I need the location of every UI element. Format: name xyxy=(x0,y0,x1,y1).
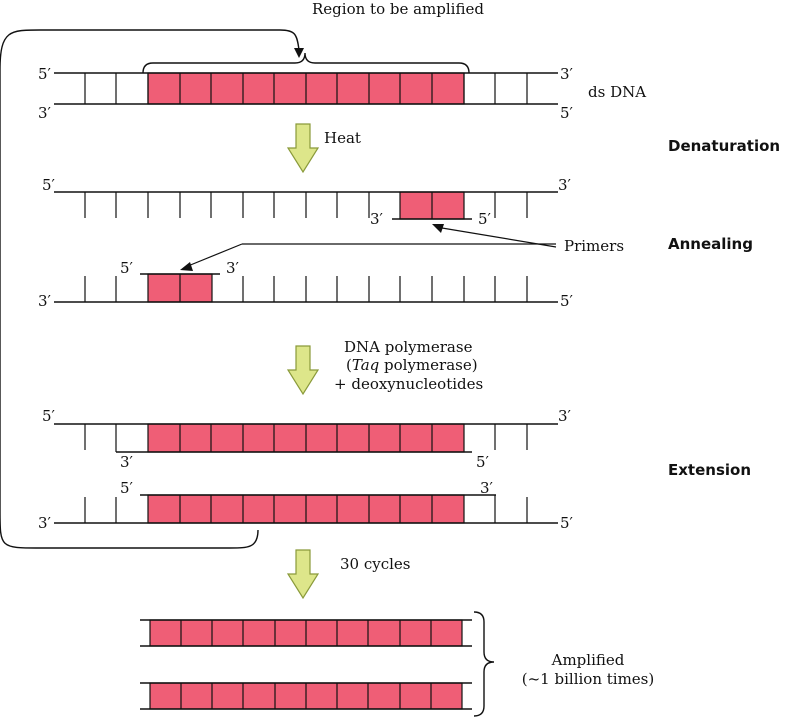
ds-dna-row: 5′ 3′ 3′ 5′ ds DNA xyxy=(38,65,646,122)
end-3prime: 3′ xyxy=(558,176,572,194)
end-3prime: 3′ xyxy=(38,514,52,532)
deoxynucleotides-label: + deoxynucleotides xyxy=(334,375,483,393)
step-denaturation: Denaturation xyxy=(668,137,780,155)
region-title: Region to be amplified xyxy=(312,0,484,18)
end-3prime: 3′ xyxy=(226,259,240,277)
base-pairs xyxy=(84,73,528,104)
primers-pointer-lower-head xyxy=(432,224,444,233)
end-5prime: 5′ xyxy=(120,259,134,277)
end-3prime: 3′ xyxy=(38,104,52,122)
polymerase-label: DNA polymerase xyxy=(344,338,473,356)
end-5prime: 5′ xyxy=(478,210,492,228)
cycles-arrow xyxy=(286,549,320,600)
end-3prime: 3′ xyxy=(558,407,572,425)
denatured-bottom-strand: 5′ 3′ 3′ 5′ xyxy=(38,259,574,310)
polymerase-taq-label: (Taq polymerase) xyxy=(346,356,478,374)
heat-label: Heat xyxy=(324,129,361,147)
extended-duplex-bottom: 5′ 3′ 3′ 5′ xyxy=(38,479,574,532)
heat-arrow xyxy=(286,123,320,174)
primers-label: Primers xyxy=(564,237,624,255)
ds-dna-label: ds DNA xyxy=(588,83,646,101)
end-5prime: 5′ xyxy=(42,407,56,425)
end-5prime: 5′ xyxy=(560,104,574,122)
end-3prime: 3′ xyxy=(370,210,384,228)
end-3prime: 3′ xyxy=(120,453,134,471)
amplified-product-1 xyxy=(140,619,472,647)
end-5prime: 5′ xyxy=(476,453,490,471)
primers-pointer-upper-head xyxy=(180,262,193,271)
end-3prime: 3′ xyxy=(38,292,52,310)
cycle-loop-line xyxy=(0,29,300,549)
step-extension: Extension xyxy=(668,461,751,479)
end-5prime: 5′ xyxy=(560,514,574,532)
end-5prime: 5′ xyxy=(120,479,134,497)
end-5prime: 5′ xyxy=(560,292,574,310)
base-pairs xyxy=(84,424,528,452)
single-strand-bases xyxy=(84,274,528,302)
end-5prime: 5′ xyxy=(38,65,52,83)
step-annealing: Annealing xyxy=(668,235,753,253)
amplified-times-label: (~1 billion times) xyxy=(522,670,654,688)
region-brace xyxy=(142,52,470,74)
denatured-top-strand: 5′ 3′ 3′ 5′ xyxy=(42,176,572,228)
end-3prime: 3′ xyxy=(560,65,574,83)
amplified-label: Amplified xyxy=(551,651,625,669)
amplified-product-2 xyxy=(140,682,472,710)
primers-pointer-diagonal xyxy=(187,243,243,267)
end-5prime: 5′ xyxy=(42,176,56,194)
end-3prime: 3′ xyxy=(480,479,494,497)
extended-duplex-top: 5′ 3′ 3′ 5′ xyxy=(42,407,572,471)
single-strand-bases xyxy=(84,192,528,219)
base-pairs xyxy=(84,495,528,523)
amplified-brace xyxy=(473,611,495,717)
cycles-label: 30 cycles xyxy=(340,555,411,573)
cycle-loop-arrowhead xyxy=(294,48,304,58)
polymerase-arrow xyxy=(286,345,320,396)
